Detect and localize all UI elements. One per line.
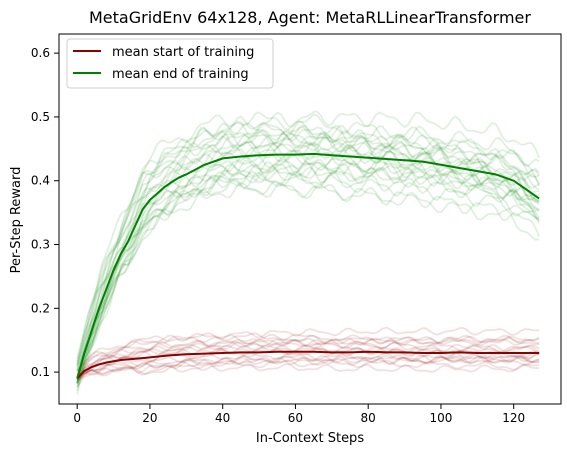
background-run-line: [76, 332, 540, 372]
plot-frame: [58, 33, 562, 405]
background-run-line: [76, 333, 540, 372]
background-run-line: [76, 363, 540, 382]
background-run-line: [76, 151, 540, 378]
y-tick-label: 0.2: [31, 301, 50, 315]
background-run-line: [76, 359, 540, 381]
background-run-line: [76, 354, 540, 385]
mean-end-training-line: [76, 152, 540, 379]
x-axis-label: In-Context Steps: [256, 431, 364, 446]
y-axis-ticks: 0.1 0.2 0.3 0.4 0.5 0.6: [31, 46, 59, 379]
x-tick-label: 20: [142, 411, 157, 425]
background-run-line: [76, 166, 540, 381]
background-run-line: [76, 338, 540, 376]
background-run-line: [76, 141, 540, 372]
x-tick-label: 100: [430, 411, 453, 425]
background-run-line: [76, 125, 540, 392]
background-run-line: [76, 334, 540, 380]
background-run-line: [76, 160, 540, 395]
background-run-line: [76, 153, 540, 384]
background-run-line: [76, 110, 541, 385]
background-run-line: [76, 353, 540, 382]
background-run-line: [76, 338, 540, 372]
y-tick-label: 0.6: [31, 46, 50, 60]
background-run-line: [76, 170, 540, 383]
legend: mean start of training mean end of train…: [66, 38, 274, 89]
x-axis-ticks: 0 20 40 60 80 100 120: [73, 404, 525, 425]
background-run-line: [76, 157, 540, 384]
chart-title: MetaGridEnv 64x128, Agent: MetaRLLinearT…: [89, 8, 531, 27]
background-run-line: [76, 344, 540, 377]
x-tick-label: 40: [215, 411, 230, 425]
mean-series-layer: [76, 152, 540, 380]
background-run-line: [76, 346, 540, 378]
background-run-line: [76, 170, 540, 379]
background-run-line: [76, 111, 540, 359]
y-tick-label: 0.3: [31, 238, 50, 252]
x-tick-label: 0: [73, 411, 81, 425]
background-run-line: [76, 142, 540, 371]
background-run-line: [76, 130, 540, 368]
background-run-line: [76, 120, 540, 362]
background-run-line: [76, 122, 540, 367]
y-tick-label: 0.5: [31, 110, 50, 124]
y-tick-label: 0.1: [31, 365, 50, 379]
background-run-line: [76, 132, 540, 365]
x-tick-label: 120: [502, 411, 525, 425]
x-tick-label: 60: [288, 411, 303, 425]
background-series-layer: [76, 110, 541, 395]
background-run-line: [76, 130, 540, 364]
background-run-line: [76, 151, 540, 384]
x-tick-label: 80: [361, 411, 376, 425]
background-run-line: [76, 160, 540, 383]
mean-start-training-line: [76, 350, 540, 380]
legend-label-end-training: mean end of training: [112, 67, 249, 82]
background-run-line: [76, 133, 540, 389]
background-run-line: [76, 344, 540, 381]
background-run-line: [76, 335, 540, 379]
background-run-line: [76, 142, 540, 380]
background-run-line: [76, 354, 540, 381]
legend-label-start-training: mean start of training: [112, 45, 254, 60]
background-run-line: [76, 351, 540, 379]
y-tick-label: 0.4: [31, 174, 50, 188]
background-run-line: [76, 354, 540, 388]
background-run-line: [76, 326, 540, 379]
background-run-line: [76, 122, 540, 366]
background-run-line: [76, 181, 540, 383]
background-run-line: [76, 178, 540, 384]
legend-box: [66, 38, 274, 89]
y-axis-label: Per-Step Reward: [9, 167, 24, 274]
background-run-line: [76, 162, 540, 386]
